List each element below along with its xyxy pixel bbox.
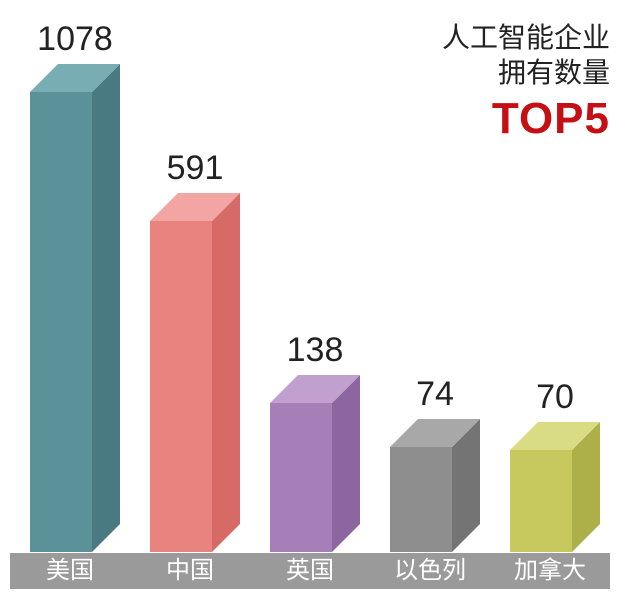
bar-value-label: 591 bbox=[135, 149, 255, 188]
x-axis-label: 加拿大 bbox=[490, 553, 610, 589]
bar-side bbox=[212, 193, 240, 552]
x-axis-label: 英国 bbox=[250, 553, 370, 589]
x-axis-label: 以色列 bbox=[370, 553, 490, 589]
x-axis-label: 中国 bbox=[130, 553, 250, 589]
bar-side bbox=[92, 64, 120, 552]
bar-side bbox=[332, 375, 360, 552]
bar-value-label: 1078 bbox=[15, 20, 135, 59]
x-axis-label: 美国 bbox=[10, 553, 130, 589]
bar-front bbox=[270, 403, 332, 552]
bar-front bbox=[510, 450, 572, 552]
bar-front bbox=[30, 92, 92, 552]
x-axis-labels: 美国中国英国以色列加拿大 bbox=[10, 553, 610, 589]
bar-front bbox=[390, 447, 452, 552]
bar-value-label: 138 bbox=[255, 331, 375, 370]
bar-value-label: 70 bbox=[495, 378, 615, 417]
bar-front bbox=[150, 221, 212, 552]
bar-value-label: 74 bbox=[375, 375, 495, 414]
bar-chart-3d: 1078 591 1387470 bbox=[0, 0, 640, 597]
